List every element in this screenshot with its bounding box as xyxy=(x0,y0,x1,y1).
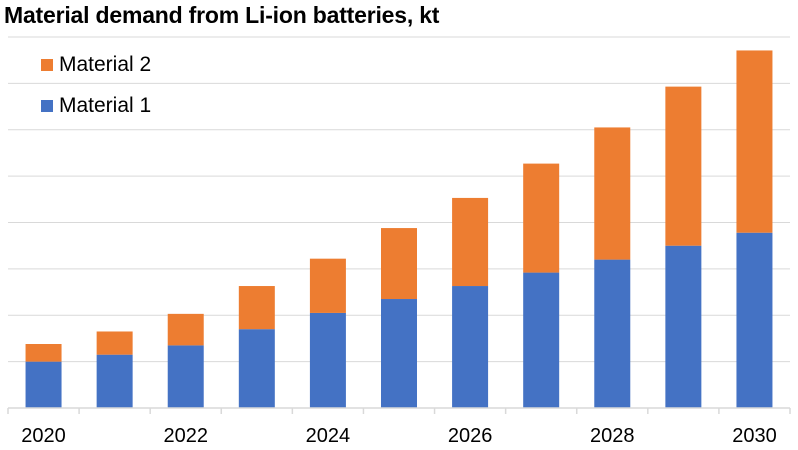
bar-material-1-2023 xyxy=(238,329,275,408)
bar-material-2-2023 xyxy=(238,286,275,330)
bar-material-1-2028 xyxy=(594,259,631,408)
bar-material-2-2025 xyxy=(381,228,417,300)
x-tick-marks xyxy=(7,408,791,414)
chart-title: Material demand from Li-ion batteries, k… xyxy=(4,2,440,28)
bar-material-1-2029 xyxy=(665,245,702,408)
bar-material-1-2030 xyxy=(736,232,773,408)
x-tick-label-2022: 2022 xyxy=(163,425,208,447)
bar-material-2-2020 xyxy=(25,344,62,362)
legend-label-material-2: Material 2 xyxy=(59,52,152,76)
x-tick-label-2024: 2024 xyxy=(306,425,351,447)
bar-material-2-2030 xyxy=(736,50,773,233)
legend-item-material-2[interactable]: Material 2 xyxy=(41,44,151,85)
legend-swatch-material-1 xyxy=(41,99,53,112)
bar-material-2-2026 xyxy=(452,197,489,287)
bars xyxy=(25,50,773,408)
legend-item-material-1[interactable]: Material 1 xyxy=(41,85,151,126)
bar-material-2-2024 xyxy=(309,258,346,313)
bar-material-1-2025 xyxy=(381,299,417,408)
x-tick-label-2028: 2028 xyxy=(590,425,635,447)
bar-material-1-2022 xyxy=(167,345,204,408)
bar-material-1-2027 xyxy=(523,272,560,408)
legend-swatch-material-2 xyxy=(41,58,53,71)
x-tick-label-2030: 2030 xyxy=(732,425,777,447)
legend: Material 2 Material 1 xyxy=(41,44,151,126)
x-tick-label-2020: 2020 xyxy=(21,425,66,447)
bar-material-2-2021 xyxy=(96,331,133,355)
bar-material-2-2029 xyxy=(665,86,702,246)
bar-material-1-2021 xyxy=(96,354,133,408)
bar-material-1-2024 xyxy=(309,312,346,408)
x-tick-labels: 2020 2022 2024 2026 2028 2030 xyxy=(21,425,776,447)
bar-material-1-2020 xyxy=(25,361,62,408)
bar-material-2-2022 xyxy=(167,313,204,346)
bar-material-2-2028 xyxy=(594,127,631,260)
legend-label-material-1: Material 1 xyxy=(59,93,152,117)
bar-material-1-2026 xyxy=(452,286,489,408)
bar-material-2-2027 xyxy=(523,163,560,273)
x-tick-label-2026: 2026 xyxy=(448,425,493,447)
